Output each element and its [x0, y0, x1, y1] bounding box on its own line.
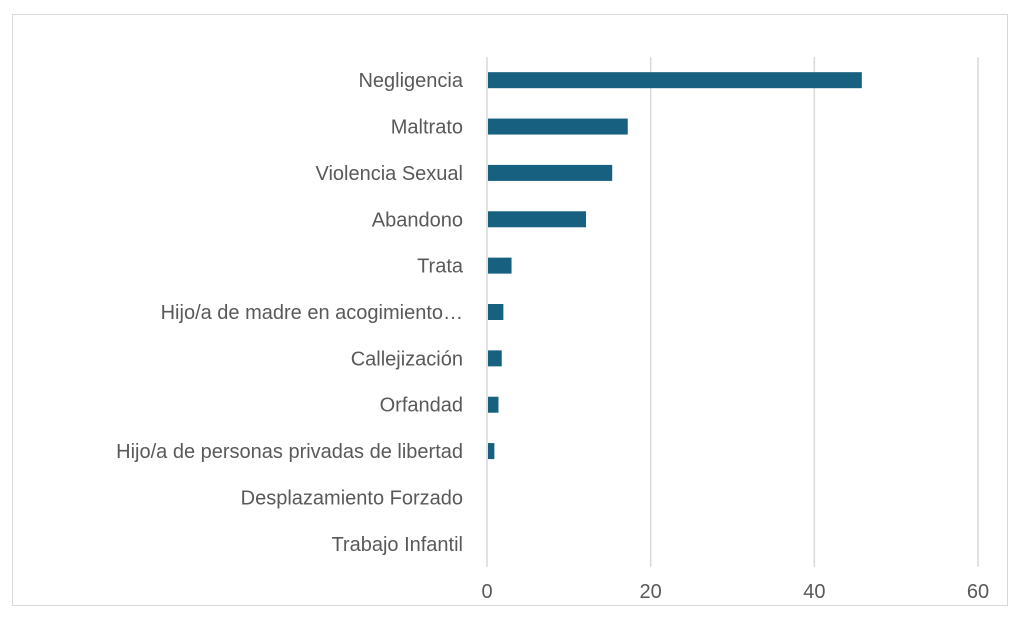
category-label: Violencia Sexual — [315, 163, 463, 185]
bar — [488, 164, 613, 181]
x-tick-label: 60 — [967, 581, 989, 603]
category-label: Abandono — [372, 209, 463, 231]
bar — [488, 72, 862, 89]
bar — [488, 211, 587, 228]
category-label: Orfandad — [380, 395, 463, 417]
category-label: Trata — [417, 256, 464, 278]
bar — [488, 118, 628, 135]
category-label: Hijo/a de madre en acogimiento… — [161, 302, 463, 324]
bar — [488, 396, 499, 413]
category-label: Negligencia — [358, 70, 463, 92]
bar — [488, 304, 504, 320]
x-tick-label: 20 — [640, 581, 662, 603]
chart-frame — [12, 14, 1008, 606]
bar — [488, 350, 502, 367]
x-tick-label: 0 — [481, 581, 492, 603]
category-label: Trabajo Infantil — [331, 534, 463, 556]
category-label: Hijo/a de personas privadas de libertad — [116, 441, 463, 463]
category-label: Callejización — [351, 348, 463, 370]
x-tick-label: 40 — [803, 581, 825, 603]
category-label: Desplazamiento Forzado — [241, 487, 463, 509]
bar — [488, 443, 495, 460]
category-label: Maltrato — [391, 117, 463, 139]
bar — [488, 257, 512, 274]
